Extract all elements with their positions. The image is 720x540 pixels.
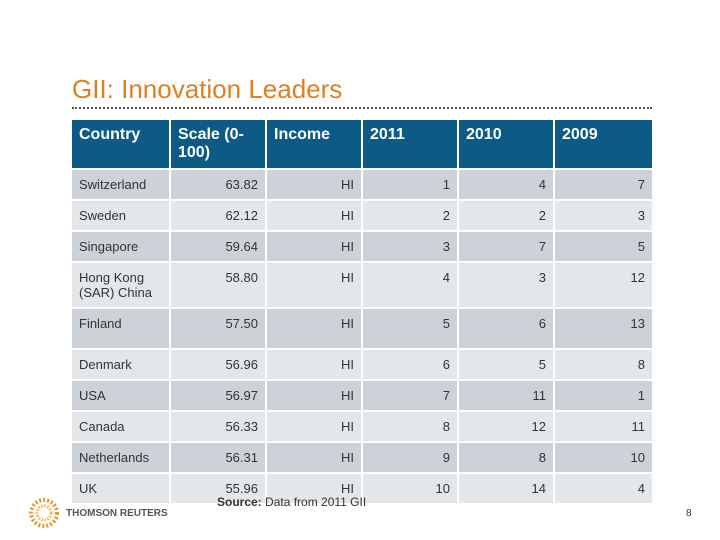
rank-2010-cell: 6 (458, 307, 555, 349)
table-row: Sweden 62.12 HI 2 2 3 (72, 199, 654, 231)
scale-cell: 55.96 (170, 472, 267, 503)
rank-2011-cell: 9 (362, 441, 459, 473)
country-cell: Singapore (72, 230, 171, 262)
column-header: Income (266, 120, 363, 169)
income-cell: HI (266, 168, 363, 200)
rank-2011-cell: 8 (362, 410, 459, 442)
scale-cell: 56.97 (170, 379, 267, 411)
country-cell: Hong Kong (SAR) China (72, 261, 171, 308)
income-cell: HI (266, 348, 363, 380)
country-cell: Sweden (72, 199, 171, 231)
column-header: 2010 (458, 120, 555, 169)
rank-2010-cell: 8 (458, 441, 555, 473)
income-cell: HI (266, 379, 363, 411)
logo-text: THOMSON REUTERS (66, 507, 168, 519)
country-cell: Denmark (72, 348, 171, 380)
table-row: UK 55.96 HI 10 14 4 (72, 472, 654, 503)
thomson-reuters-logo: THOMSON REUTERS (28, 497, 168, 529)
rank-2010-cell: 7 (458, 230, 555, 262)
rank-2011-cell: 6 (362, 348, 459, 380)
table-row: USA 56.97 HI 7 11 1 (72, 379, 654, 411)
rank-2011-cell: 4 (362, 261, 459, 308)
table-header-row: Country Scale (0-100) Income 2011 2010 2009 (72, 120, 654, 169)
income-cell: HI (266, 261, 363, 308)
country-cell: Finland (72, 307, 171, 349)
rank-2011-cell: 5 (362, 307, 459, 349)
income-cell: HI (266, 472, 363, 503)
rank-2009-cell: 11 (554, 410, 654, 442)
title-divider (72, 107, 652, 109)
income-cell: HI (266, 441, 363, 473)
table-row: Finland 57.50 HI 5 6 13 (72, 307, 654, 349)
rank-2009-cell: 1 (554, 379, 654, 411)
scale-cell: 59.64 (170, 230, 267, 262)
rank-2009-cell: 13 (554, 307, 654, 349)
column-header: Scale (0-100) (170, 120, 267, 169)
source-text: Data from 2011 GII (261, 495, 367, 509)
table-row: Switzerland 63.82 HI 1 4 7 (72, 168, 654, 200)
rank-2011-cell: 7 (362, 379, 459, 411)
rank-2009-cell: 5 (554, 230, 654, 262)
table-row: Netherlands 56.31 HI 9 8 10 (72, 441, 654, 473)
rank-2010-cell: 12 (458, 410, 555, 442)
source-note: Source: Data from 2011 GII (217, 495, 366, 509)
country-cell: Netherlands (72, 441, 171, 473)
table-row: Singapore 59.64 HI 3 7 5 (72, 230, 654, 262)
innovation-leaders-table: Country Scale (0-100) Income 2011 2010 2009 S… (72, 120, 654, 503)
column-header: 2009 (554, 120, 654, 169)
rank-2010-cell: 5 (458, 348, 555, 380)
source-label: Source: (217, 495, 262, 509)
rank-2009-cell: 4 (554, 472, 654, 503)
scale-cell: 57.50 (170, 307, 267, 349)
table-row: Denmark 56.96 HI 6 5 8 (72, 348, 654, 380)
scale-cell: 56.96 (170, 348, 267, 380)
income-cell: HI (266, 307, 363, 349)
rank-2011-cell: 2 (362, 199, 459, 231)
rank-2009-cell: 7 (554, 168, 654, 200)
column-header: 2011 (362, 120, 459, 169)
country-cell: UK (72, 472, 171, 503)
rank-2010-cell: 11 (458, 379, 555, 411)
scale-cell: 63.82 (170, 168, 267, 200)
rank-2011-cell: 3 (362, 230, 459, 262)
rank-2011-cell: 10 (362, 472, 459, 503)
scale-cell: 58.80 (170, 261, 267, 308)
income-cell: HI (266, 199, 363, 231)
scale-cell: 56.33 (170, 410, 267, 442)
slide-title: GII: Innovation Leaders (72, 74, 343, 104)
income-cell: HI (266, 410, 363, 442)
rank-2009-cell: 8 (554, 348, 654, 380)
table-row: Canada 56.33 HI 8 12 11 (72, 410, 654, 442)
globe-dots-icon (29, 498, 59, 528)
column-header: Country (72, 120, 171, 169)
rank-2010-cell: 4 (458, 168, 555, 200)
rank-2009-cell: 12 (554, 261, 654, 308)
rank-2010-cell: 2 (458, 199, 555, 231)
rank-2010-cell: 14 (458, 472, 555, 503)
rank-2009-cell: 3 (554, 199, 654, 231)
rank-2009-cell: 10 (554, 441, 654, 473)
country-cell: Canada (72, 410, 171, 442)
scale-cell: 62.12 (170, 199, 267, 231)
table-row: Hong Kong (SAR) China 58.80 HI 4 3 12 (72, 261, 654, 308)
country-cell: USA (72, 379, 171, 411)
country-cell: Switzerland (72, 168, 171, 200)
rank-2010-cell: 3 (458, 261, 555, 308)
income-cell: HI (266, 230, 363, 262)
page-number: 8 (686, 508, 692, 519)
rank-2011-cell: 1 (362, 168, 459, 200)
scale-cell: 56.31 (170, 441, 267, 473)
